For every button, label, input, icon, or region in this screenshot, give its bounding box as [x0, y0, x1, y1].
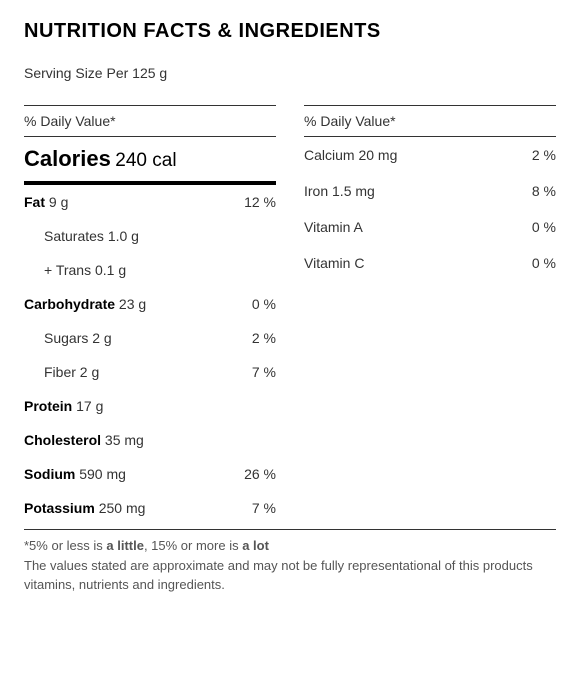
nutrient-name: Fat 9 g [24, 194, 68, 210]
nutrient-row: Carbohydrate 23 g 0 % [24, 287, 276, 321]
nutrient-percent: 0 % [532, 219, 556, 235]
nutrient-name: Iron 1.5 mg [304, 183, 375, 199]
nutrient-row: Fiber 2 g 7 % [24, 355, 276, 389]
nutrient-name: Saturates 1.0 g [44, 228, 139, 244]
nutrient-row: Protein 17 g [24, 389, 276, 423]
nutrient-percent: 2 % [532, 147, 556, 163]
nutrient-row: Saturates 1.0 g [24, 219, 276, 253]
nutrient-name: Fiber 2 g [44, 364, 99, 380]
nutrient-name: Potassium 250 mg [24, 500, 145, 516]
nutrient-row: + Trans 0.1 g [24, 253, 276, 287]
nutrient-name: Calcium 20 mg [304, 147, 397, 163]
right-column: % Daily Value* Calcium 20 mg 2 % Iron 1.5 … [304, 105, 556, 525]
calories-label: Calories [24, 146, 111, 171]
nutrient-percent: 26 % [244, 466, 276, 482]
nutrient-percent: 0 % [252, 296, 276, 312]
nutrient-percent: 2 % [252, 330, 276, 346]
dv-header-right: % Daily Value* [304, 105, 556, 137]
nutrient-row: Calcium 20 mg 2 % [304, 137, 556, 173]
nutrient-row: Sugars 2 g 2 % [24, 321, 276, 355]
nutrient-row: Vitamin A 0 % [304, 209, 556, 245]
footnote-mid: , 15% or more is [144, 538, 242, 553]
nutrient-name: Carbohydrate 23 g [24, 296, 146, 312]
nutrient-name: + Trans 0.1 g [44, 262, 126, 278]
footnote-disclaimer: The values stated are approximate and ma… [24, 558, 533, 593]
footnote-little: a little [106, 538, 144, 553]
nutrient-percent: 7 % [252, 364, 276, 380]
nutrient-name: Cholesterol 35 mg [24, 432, 144, 448]
nutrient-percent: 0 % [532, 255, 556, 271]
nutrient-row: Cholesterol 35 mg [24, 423, 276, 457]
nutrient-row: Sodium 590 mg 26 % [24, 457, 276, 491]
nutrition-columns: % Daily Value* Calories 240 cal Fat 9 g 1… [24, 105, 556, 530]
nutrient-name: Sugars 2 g [44, 330, 112, 346]
nutrient-percent: 8 % [532, 183, 556, 199]
nutrient-row: Vitamin C 0 % [304, 245, 556, 281]
nutrient-percent: 7 % [252, 500, 276, 516]
calories-value: 240 cal [115, 150, 176, 171]
nutrient-percent: 12 % [244, 194, 276, 210]
nutrient-name: Sodium 590 mg [24, 466, 126, 482]
footnote-pre: *5% or less is [24, 538, 106, 553]
nutrient-name: Vitamin A [304, 219, 363, 235]
footnote: *5% or less is a little, 15% or more is … [24, 536, 556, 595]
dv-header-left: % Daily Value* [24, 105, 276, 137]
nutrient-name: Protein 17 g [24, 398, 103, 414]
calories-row: Calories 240 cal [24, 137, 276, 185]
nutrient-row: Fat 9 g 12 % [24, 185, 276, 219]
nutrient-name: Vitamin C [304, 255, 364, 271]
footnote-lot: a lot [242, 538, 269, 553]
nutrient-row: Iron 1.5 mg 8 % [304, 173, 556, 209]
left-column: % Daily Value* Calories 240 cal Fat 9 g 1… [24, 105, 276, 525]
serving-size: Serving Size Per 125 g [24, 65, 556, 81]
nutrient-row: Potassium 250 mg 7 % [24, 491, 276, 525]
page-title: NUTRITION FACTS & INGREDIENTS [24, 20, 556, 43]
